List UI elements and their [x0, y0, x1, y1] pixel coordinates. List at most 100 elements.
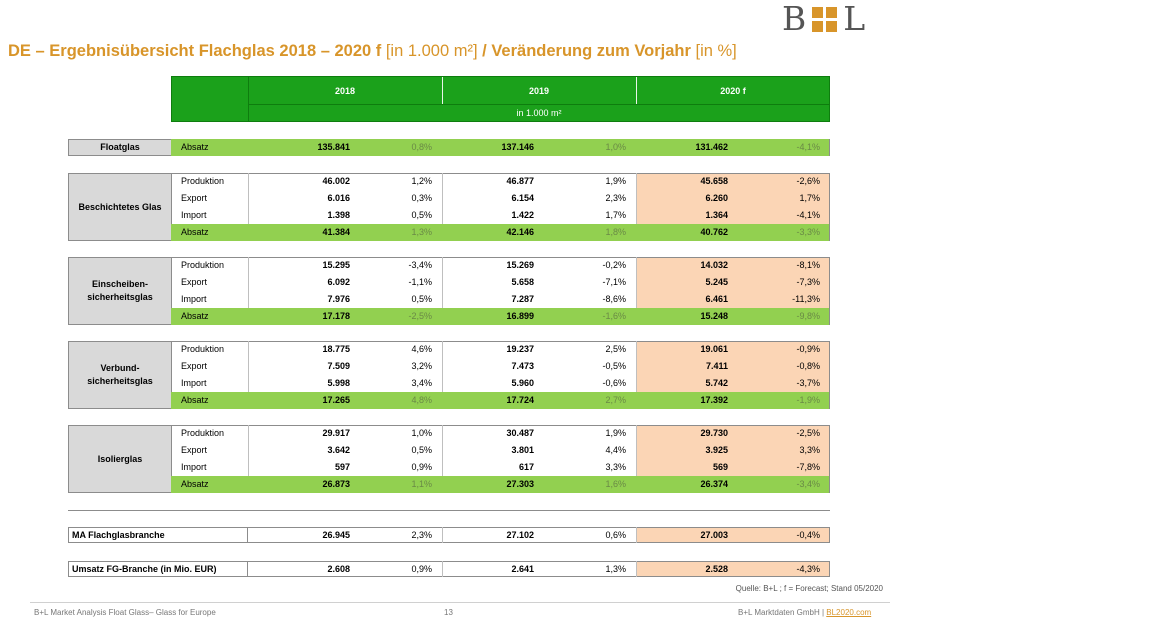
col-divider	[248, 173, 249, 224]
value-2020: 40.762	[700, 227, 728, 237]
category-label: Beschichtetes Glas	[68, 173, 172, 241]
value-2020: 14.032	[700, 260, 728, 270]
umsatz-label: Umsatz FG-Branche (in Mio. EUR)	[68, 561, 248, 577]
header-year-2019: 2019	[528, 85, 550, 96]
table-row: Absatz 26.873 1,1% 27.303 1,6% 26.374 -3,4%	[171, 476, 829, 493]
table-row: Export 6.016 0,3% 6.154 2,3% 6.260 1,7%	[171, 190, 829, 207]
header-year-2018: 2018	[334, 85, 356, 96]
col-divider	[636, 173, 637, 224]
value-2018: 5.998	[327, 378, 350, 388]
value-2019: 2.641	[511, 564, 534, 574]
change-2018: 0,5%	[411, 445, 432, 455]
footer-left: B+L Market Analysis Float Glass– Glass f…	[34, 608, 216, 617]
value-2018: 17.178	[322, 311, 350, 321]
value-2019: 16.899	[506, 311, 534, 321]
change-2020: -0,4%	[796, 530, 820, 540]
value-2018: 26.945	[322, 530, 350, 540]
value-2019: 30.487	[506, 428, 534, 438]
row-label: Export	[181, 277, 208, 287]
row-label: Export	[181, 193, 208, 203]
value-2018: 7.976	[327, 294, 350, 304]
change-2018: 0,9%	[411, 462, 432, 472]
change-2019: 1,9%	[605, 428, 626, 438]
change-2019: -0,2%	[602, 260, 626, 270]
value-2020: 29.730	[700, 428, 728, 438]
forecast-cell	[636, 341, 830, 392]
change-2020: -3,7%	[796, 378, 820, 388]
change-2018: -2,5%	[408, 311, 432, 321]
change-2018: 0,5%	[411, 294, 432, 304]
table-row: Export 3.642 0,5% 3.801 4,4% 3.925 3,3%	[171, 442, 829, 459]
ma-row: 26.945 2,3% 27.102 0,6% 27.003 -0,4%	[248, 527, 830, 543]
forecast-cell	[636, 257, 830, 308]
table-row: Export 7.509 3,2% 7.473 -0,5% 7.411 -0,8%	[171, 358, 829, 375]
row-label: Absatz	[181, 142, 209, 152]
table-row: Produktion 46.002 1,2% 46.877 1,9% 45.658 -2,6…	[171, 173, 829, 190]
col-divider	[442, 561, 443, 577]
change-2018: 4,6%	[411, 344, 432, 354]
row-label: Export	[181, 445, 208, 455]
row-label: Produktion	[181, 176, 225, 186]
change-2020: -3,3%	[796, 227, 820, 237]
value-2018: 7.509	[327, 361, 350, 371]
col-divider	[636, 257, 637, 308]
value-2019: 42.146	[506, 227, 534, 237]
value-2019: 15.269	[506, 260, 534, 270]
value-2019: 7.473	[511, 361, 534, 371]
value-2020: 17.392	[700, 395, 728, 405]
change-2018: 1,3%	[411, 227, 432, 237]
change-2019: -1,6%	[602, 311, 626, 321]
value-2020: 6.461	[705, 294, 728, 304]
value-2018: 597	[334, 462, 350, 472]
change-2018: -3,4%	[408, 260, 432, 270]
logo-letter-l: L	[843, 0, 866, 38]
row-label: Import	[181, 462, 207, 472]
change-2020: -11,3%	[792, 294, 820, 304]
title-change: Veränderung zum Vorjahr	[491, 42, 691, 60]
header-unit: in 1.000 m²	[516, 108, 562, 118]
value-2019: 5.658	[511, 277, 534, 287]
value-2019: 17.724	[506, 395, 534, 405]
header-divider	[442, 77, 443, 104]
value-2020: 19.061	[700, 344, 728, 354]
table-row: Absatz 41.384 1,3% 42.146 1,8% 40.762 -3,3%	[171, 224, 829, 241]
change-2020: 1,7%	[799, 193, 820, 203]
table-row: Produktion 18.775 4,6% 19.237 2,5% 19.061 -0,9…	[171, 341, 829, 358]
change-2019: 1,8%	[605, 227, 626, 237]
value-2018: 1.398	[327, 210, 350, 220]
change-2019: 3,3%	[605, 462, 626, 472]
change-2020: -9,8%	[796, 311, 820, 321]
value-2018: 41.384	[322, 227, 350, 237]
change-2018: 3,4%	[411, 378, 432, 388]
row-label: Absatz	[181, 227, 209, 237]
value-2020: 5.245	[705, 277, 728, 287]
change-2019: -8,6%	[602, 294, 626, 304]
change-2018: 1,1%	[411, 479, 432, 489]
value-2020: 1.364	[705, 210, 728, 220]
change-2018: -1,1%	[408, 277, 432, 287]
value-2018: 6.016	[327, 193, 350, 203]
table-row: Import 597 0,9% 617 3,3% 569 -7,8%	[171, 459, 829, 476]
page-title: DE – Ergebnisübersicht Flachglas 2018 – …	[8, 42, 737, 61]
footer-link[interactable]: BL2020.com	[826, 608, 872, 617]
value-2018: 29.917	[322, 428, 350, 438]
value-2019: 27.303	[506, 479, 534, 489]
value-2018: 6.092	[327, 277, 350, 287]
footer-right: B+L Marktdaten GmbH | BL2020.com	[738, 608, 871, 617]
table-row: Absatz 17.178 -2,5% 16.899 -1,6% 15.248 -9,8%	[171, 308, 829, 325]
table-row: Import 5.998 3,4% 5.960 -0,6% 5.742 -3,7%	[171, 375, 829, 392]
table-row: Produktion 15.295 -3,4% 15.269 -0,2% 14.032 -8…	[171, 257, 829, 274]
page-number: 13	[444, 608, 453, 617]
value-2019: 6.154	[511, 193, 534, 203]
change-2020: 3,3%	[799, 445, 820, 455]
change-2018: 0,9%	[411, 564, 432, 574]
value-2020: 7.411	[705, 361, 728, 371]
row-label: Import	[181, 294, 207, 304]
change-2018: 1,2%	[411, 176, 432, 186]
change-2018: 1,0%	[411, 428, 432, 438]
value-2018: 17.265	[322, 395, 350, 405]
change-2018: 3,2%	[411, 361, 432, 371]
change-2018: 4,8%	[411, 395, 432, 405]
value-2018: 2.608	[327, 564, 350, 574]
category-label: Einscheiben- sicherheitsglas	[68, 257, 172, 325]
